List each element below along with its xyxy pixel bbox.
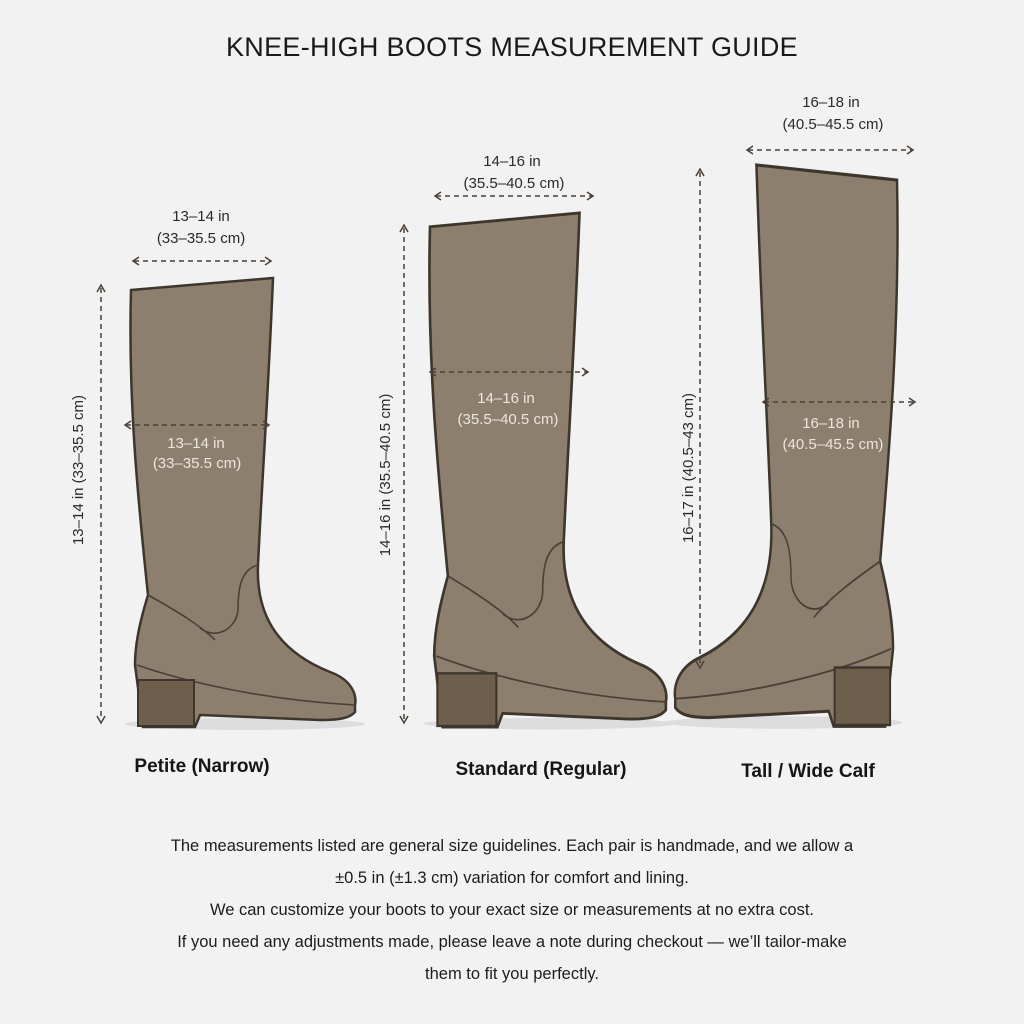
boot-label-standard: Standard (Regular): [455, 759, 626, 780]
boot-illustration: [129, 276, 357, 729]
note-line: The measurements listed are general size…: [170, 837, 854, 855]
svg-text:(35.5–40.5 cm): (35.5–40.5 cm): [464, 175, 565, 192]
note-line: If you need any adjustments made, please…: [177, 933, 847, 951]
svg-text:(40.5–45.5 cm): (40.5–45.5 cm): [783, 116, 884, 133]
svg-text:13–14 in: 13–14 in: [167, 435, 225, 452]
svg-text:(33–35.5 cm): (33–35.5 cm): [157, 230, 245, 247]
svg-text:16–18 in: 16–18 in: [802, 415, 860, 432]
boot-label-tall: Tall / Wide Calf: [741, 761, 875, 782]
petite-dimensions: 13–14 in (33–35.5 cm) 13–14 in (33–35.5 …: [70, 208, 273, 777]
svg-text:14–16 in: 14–16 in: [477, 390, 535, 407]
svg-text:(35.5–40.5 cm): (35.5–40.5 cm): [458, 411, 559, 428]
svg-text:13–14 in: 13–14 in: [172, 208, 230, 225]
boot-petite: [125, 276, 365, 730]
note-line: ±0.5 in (±1.3 cm) variation for comfort …: [335, 869, 689, 887]
svg-text:(40.5–45.5 cm): (40.5–45.5 cm): [783, 436, 884, 453]
svg-text:(33–35.5 cm): (33–35.5 cm): [153, 455, 241, 472]
svg-text:16–18 in: 16–18 in: [802, 94, 860, 111]
boot-tall-wide-calf: [665, 163, 903, 729]
boot-label-petite: Petite (Narrow): [134, 756, 269, 777]
svg-text:13–14 in (33–35.5 cm): 13–14 in (33–35.5 cm): [70, 395, 87, 545]
tall-dimensions: 16–18 in (40.5–45.5 cm) 16–18 in (40.5–4…: [680, 94, 917, 782]
svg-text:14–16 in: 14–16 in: [483, 153, 541, 170]
note-line: We can customize your boots to your exac…: [209, 901, 815, 919]
note-line: them to fit you perfectly.: [425, 965, 599, 983]
svg-text:14–16 in (35.5–40.5 cm): 14–16 in (35.5–40.5 cm): [377, 394, 394, 557]
sizing-notes: The measurements listed are general size…: [0, 830, 1024, 990]
page-title: KNEE-HIGH BOOTS MEASUREMENT GUIDE: [226, 32, 798, 62]
standard-dimensions: 14–16 in (35.5–40.5 cm) 14–16 in (35.5–4…: [377, 153, 627, 780]
svg-text:16–17 in (40.5–43 cm): 16–17 in (40.5–43 cm): [680, 393, 697, 543]
boot-standard: [423, 211, 677, 730]
